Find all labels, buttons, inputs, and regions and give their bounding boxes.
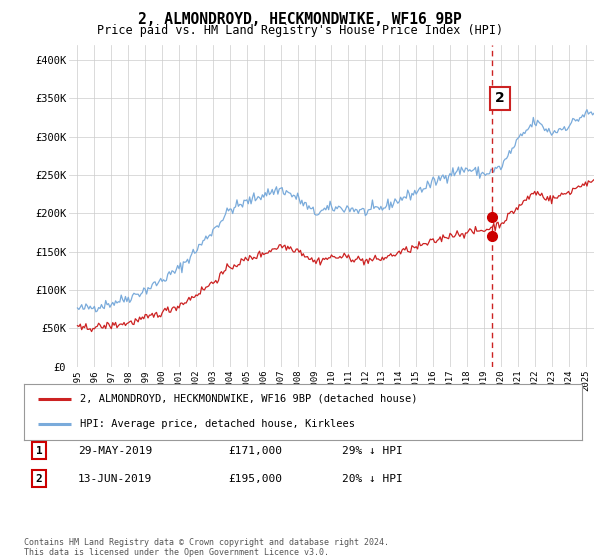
Text: 20% ↓ HPI: 20% ↓ HPI bbox=[342, 474, 403, 484]
Text: 1: 1 bbox=[35, 446, 43, 456]
Text: 2, ALMONDROYD, HECKMONDWIKE, WF16 9BP (detached house): 2, ALMONDROYD, HECKMONDWIKE, WF16 9BP (d… bbox=[80, 394, 418, 404]
Text: £195,000: £195,000 bbox=[228, 474, 282, 484]
Text: HPI: Average price, detached house, Kirklees: HPI: Average price, detached house, Kirk… bbox=[80, 419, 355, 430]
Text: Price paid vs. HM Land Registry's House Price Index (HPI): Price paid vs. HM Land Registry's House … bbox=[97, 24, 503, 36]
Text: Contains HM Land Registry data © Crown copyright and database right 2024.
This d: Contains HM Land Registry data © Crown c… bbox=[24, 538, 389, 557]
Text: 2: 2 bbox=[35, 474, 43, 484]
Text: 29% ↓ HPI: 29% ↓ HPI bbox=[342, 446, 403, 456]
Text: 13-JUN-2019: 13-JUN-2019 bbox=[78, 474, 152, 484]
Text: 29-MAY-2019: 29-MAY-2019 bbox=[78, 446, 152, 456]
Text: 2: 2 bbox=[495, 91, 505, 105]
Text: £171,000: £171,000 bbox=[228, 446, 282, 456]
Text: 2, ALMONDROYD, HECKMONDWIKE, WF16 9BP: 2, ALMONDROYD, HECKMONDWIKE, WF16 9BP bbox=[138, 12, 462, 27]
